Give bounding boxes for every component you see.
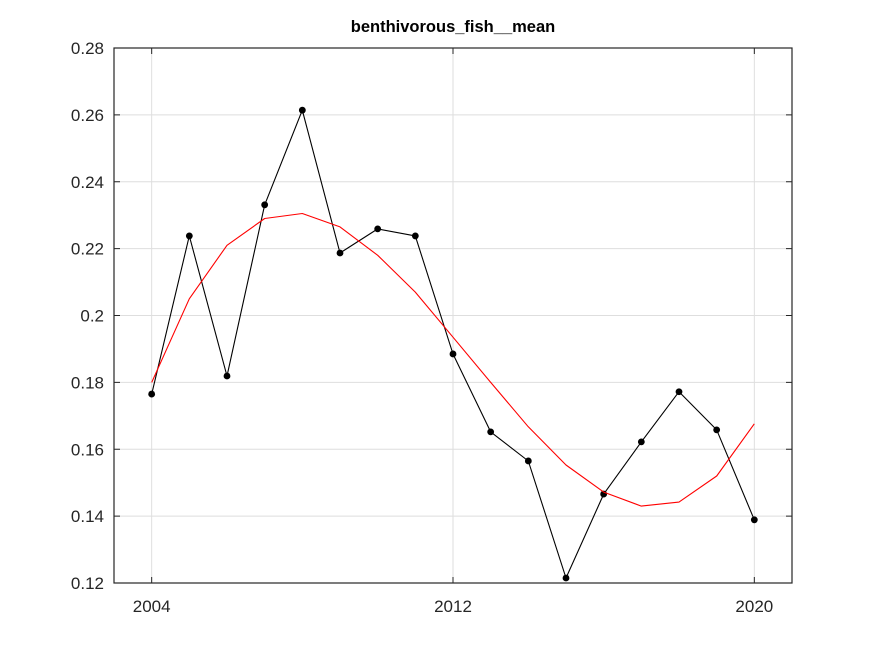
data-point-marker bbox=[298, 106, 306, 114]
x-tick-label: 2012 bbox=[434, 597, 472, 616]
grid-lines bbox=[114, 48, 792, 583]
y-tick-label: 0.14 bbox=[71, 507, 104, 526]
data-point-marker bbox=[148, 390, 156, 398]
data-point-marker bbox=[261, 201, 269, 209]
data-point-marker bbox=[411, 232, 419, 240]
y-tick-label: 0.12 bbox=[71, 574, 104, 593]
data-point-marker bbox=[336, 249, 344, 257]
x-tick-label: 2020 bbox=[735, 597, 773, 616]
y-tick-label: 0.28 bbox=[71, 39, 104, 58]
data-point-marker bbox=[750, 516, 758, 524]
data-point-marker bbox=[562, 574, 570, 582]
series-line-smoothed bbox=[151, 212, 755, 507]
data-point-marker bbox=[374, 225, 382, 233]
data-point-marker bbox=[524, 457, 532, 465]
data-point-marker bbox=[449, 350, 457, 358]
y-tick-label: 0.2 bbox=[80, 307, 104, 326]
data-point-marker bbox=[185, 232, 193, 240]
data-point-marker bbox=[713, 426, 721, 434]
y-tick-label: 0.24 bbox=[71, 173, 104, 192]
y-tick-label: 0.16 bbox=[71, 440, 104, 459]
data-point-marker bbox=[487, 428, 495, 436]
data-point-marker bbox=[223, 372, 231, 380]
data-point-marker bbox=[675, 388, 683, 396]
data-series bbox=[148, 106, 758, 582]
y-tick-label: 0.22 bbox=[71, 240, 104, 259]
x-tick-label: 2004 bbox=[133, 597, 171, 616]
x-axis-ticks: 2004 2012 2020 bbox=[133, 48, 773, 616]
chart-title: benthivorous_fish__mean bbox=[350, 18, 556, 36]
data-point-marker bbox=[637, 438, 645, 446]
y-tick-label: 0.18 bbox=[71, 373, 104, 392]
y-tick-label: 0.26 bbox=[71, 106, 104, 125]
y-axis-ticks: 0.12 0.14 0.16 0.18 0.2 0.22 0.24 0.26 0.28 bbox=[71, 39, 792, 593]
